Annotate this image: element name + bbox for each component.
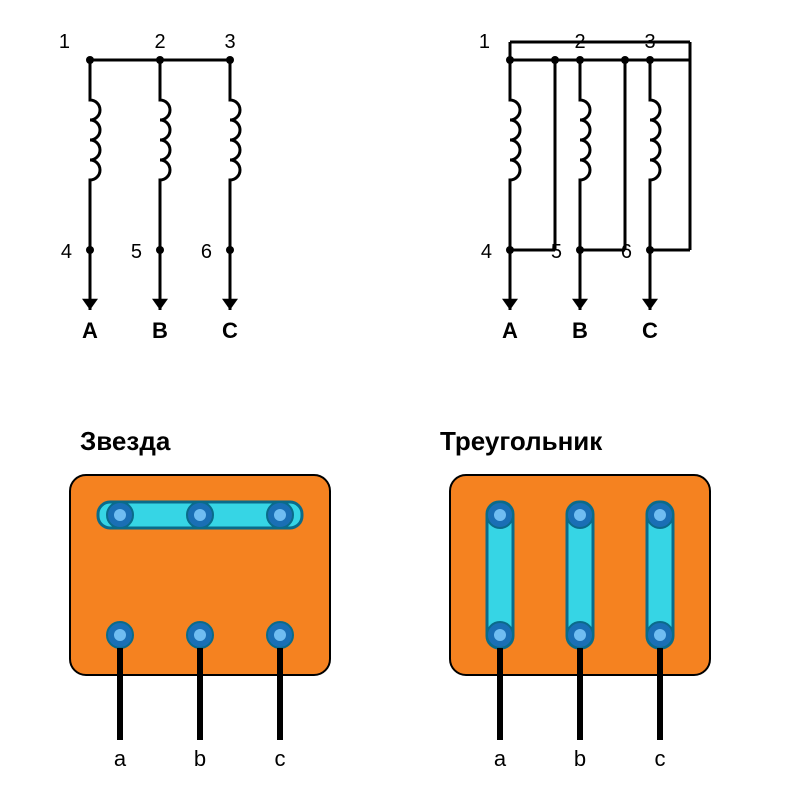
diagram-root: 123456ABC123456ABCЗвездаТреугольникabcab… [0, 0, 800, 800]
svg-text:6: 6 [201, 241, 212, 263]
svg-text:c: c [655, 746, 666, 771]
svg-text:A: A [502, 318, 518, 343]
svg-text:4: 4 [481, 241, 492, 263]
svg-text:c: c [275, 746, 286, 771]
diagram-svg: 123456ABC123456ABCЗвездаТреугольникabcab… [0, 0, 800, 800]
svg-text:3: 3 [224, 31, 235, 53]
svg-text:5: 5 [131, 241, 142, 263]
svg-text:a: a [494, 746, 507, 771]
svg-text:C: C [222, 318, 238, 343]
svg-text:A: A [82, 318, 98, 343]
svg-text:1: 1 [479, 31, 490, 53]
svg-text:2: 2 [154, 31, 165, 53]
svg-text:b: b [574, 746, 586, 771]
svg-text:B: B [572, 318, 588, 343]
delta-title: Треугольник [440, 426, 603, 456]
svg-text:4: 4 [61, 241, 72, 263]
svg-text:a: a [114, 746, 127, 771]
svg-text:1: 1 [59, 31, 70, 53]
svg-text:B: B [152, 318, 168, 343]
svg-text:C: C [642, 318, 658, 343]
star-title: Звезда [80, 426, 171, 456]
svg-text:b: b [194, 746, 206, 771]
